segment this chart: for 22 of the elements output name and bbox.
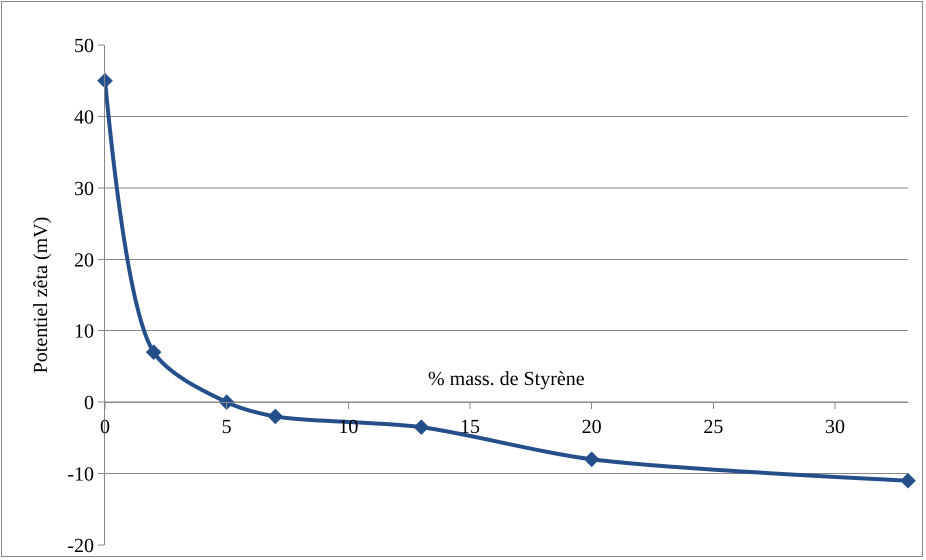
y-tick-label: 40 — [74, 106, 94, 128]
point — [900, 472, 916, 489]
y-tick-label: -10 — [67, 464, 94, 486]
point — [414, 419, 430, 435]
y-tick-label: 20 — [74, 249, 94, 272]
y-tick-label: 0 — [84, 392, 94, 414]
x-axis-title: % mass. de Styrène — [428, 368, 585, 390]
point — [584, 451, 600, 468]
y-axis-title: Potentiel zêta (mV) — [30, 216, 52, 374]
x-tick-label: 0 — [100, 416, 110, 438]
x-tick-label: 30 — [825, 416, 845, 438]
point — [146, 344, 162, 360]
point — [97, 72, 113, 89]
y-tick-label: -20 — [67, 535, 94, 557]
x-tick-label: 5 — [222, 416, 232, 438]
x-tick-label: 20 — [582, 416, 602, 438]
x-tick-label: 25 — [703, 416, 724, 438]
y-tick-label: 50 — [74, 35, 94, 57]
y-tick-label: 10 — [74, 320, 94, 343]
x-tick-label: 15 — [460, 416, 480, 438]
y-tick-label: 30 — [74, 178, 94, 200]
point — [268, 408, 284, 424]
